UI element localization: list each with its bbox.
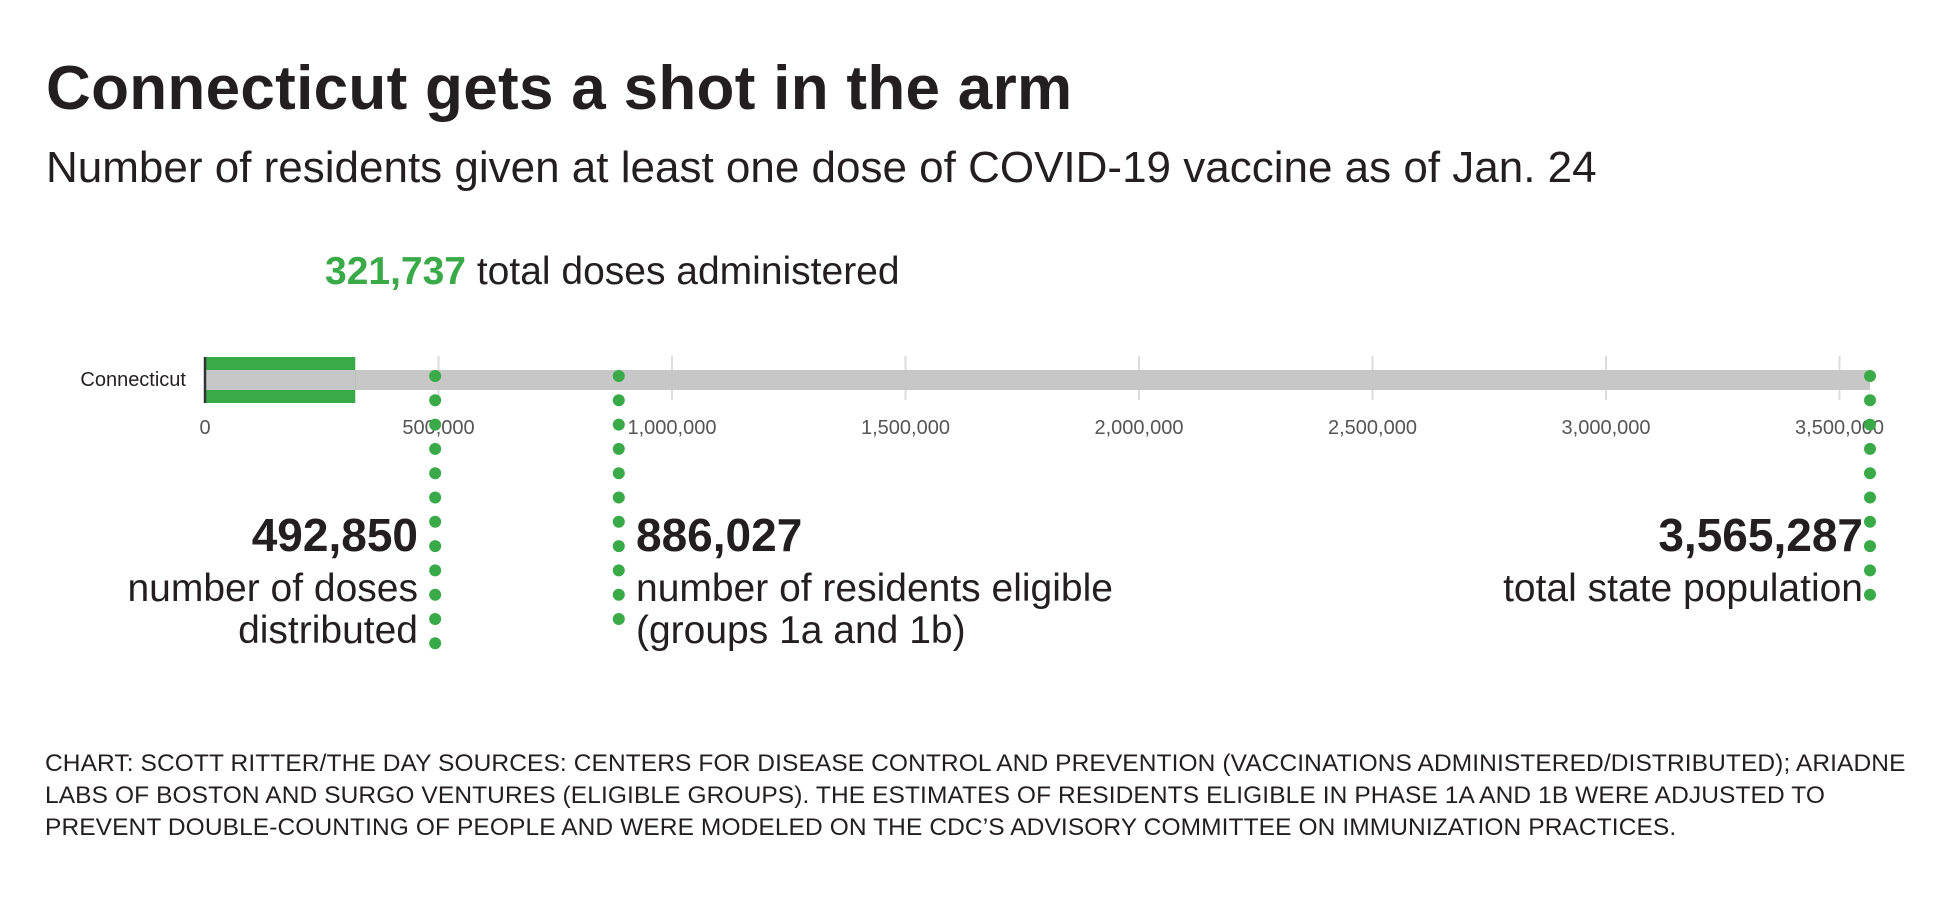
- marker-dot-1: [612, 442, 625, 455]
- doses-administered-headline: 321,737 total doses administered: [325, 252, 900, 291]
- marker-dot-0: [429, 491, 442, 504]
- callout-distributed: 492,850 number of doses distributed: [127, 512, 418, 652]
- marker-dot-0: [429, 394, 442, 407]
- marker-dot-1: [612, 394, 625, 407]
- marker-dot-0: [429, 588, 442, 601]
- callout-population-value: 3,565,287: [1658, 509, 1863, 561]
- marker-dot-1: [612, 588, 625, 601]
- marker-dot-2: [1864, 442, 1876, 455]
- doses-administered-label: total doses administered: [476, 250, 900, 293]
- marker-dot-2: [1864, 588, 1876, 601]
- marker-dot-1: [612, 564, 625, 577]
- callout-distributed-label-1: number of doses: [127, 567, 418, 610]
- marker-dot-1: [612, 491, 625, 504]
- callout-eligible-label-2: (groups 1a and 1b): [636, 609, 966, 652]
- marker-dot-2: [1864, 394, 1876, 407]
- marker-dot-0: [429, 467, 442, 480]
- marker-dot-0: [429, 540, 442, 553]
- marker-dot-0: [429, 370, 442, 382]
- marker-dot-1: [612, 515, 625, 528]
- bar-connecticut-inner: [205, 370, 356, 390]
- doses-administered-value: 321,737: [325, 250, 466, 293]
- marker-dot-2: [1864, 370, 1876, 382]
- marker-dot-1: [612, 613, 625, 625]
- vaccine-bar-chart: Connecticut0500,0001,000,0001,500,0002,0…: [80, 356, 1884, 650]
- marker-dot-1: [612, 540, 625, 553]
- marker-dot-0: [429, 442, 442, 455]
- callout-eligible-value: 886,027: [636, 509, 803, 561]
- marker-dot-0: [429, 613, 442, 625]
- marker-dot-0: [429, 637, 442, 650]
- marker-dot-0: [429, 564, 442, 577]
- marker-dot-0: [429, 515, 442, 528]
- tick-label-6: 3,000,000: [1562, 417, 1651, 439]
- tick-label-0: 0: [199, 417, 210, 439]
- population-track: [205, 370, 1870, 390]
- tick-label-2: 1,000,000: [628, 417, 717, 439]
- tick-label-5: 2,500,000: [1328, 417, 1417, 439]
- callout-eligible-label-1: number of residents eligible: [636, 567, 1113, 610]
- callout-distributed-label-2: distributed: [238, 609, 418, 652]
- source-credit: CHART: SCOTT RITTER/THE DAY SOURCES: CEN…: [45, 750, 1906, 841]
- marker-dot-1: [612, 370, 625, 382]
- tick-label-3: 1,500,000: [861, 417, 950, 439]
- marker-dot-1: [612, 467, 625, 480]
- marker-dot-2: [1864, 491, 1876, 504]
- chart-title: Connecticut gets a shot in the arm: [46, 54, 1073, 123]
- marker-dot-2: [1864, 564, 1876, 577]
- marker-dot-2: [1864, 418, 1876, 431]
- chart-subtitle: Number of residents given at least one d…: [46, 143, 1597, 192]
- category-label: Connecticut: [80, 369, 186, 391]
- marker-dot-2: [1864, 467, 1876, 480]
- marker-dot-1: [612, 418, 625, 431]
- callout-population: 3,565,287 total state population: [1503, 512, 1863, 610]
- marker-dot-2: [1864, 515, 1876, 528]
- callout-eligible: 886,027 number of residents eligible (gr…: [636, 512, 1113, 652]
- marker-dot-0: [429, 418, 442, 431]
- tick-label-7: 3,500,000: [1795, 417, 1884, 439]
- callout-distributed-value: 492,850: [251, 509, 418, 561]
- tick-label-4: 2,000,000: [1095, 417, 1184, 439]
- marker-dot-2: [1864, 540, 1876, 553]
- callout-population-label: total state population: [1503, 567, 1863, 610]
